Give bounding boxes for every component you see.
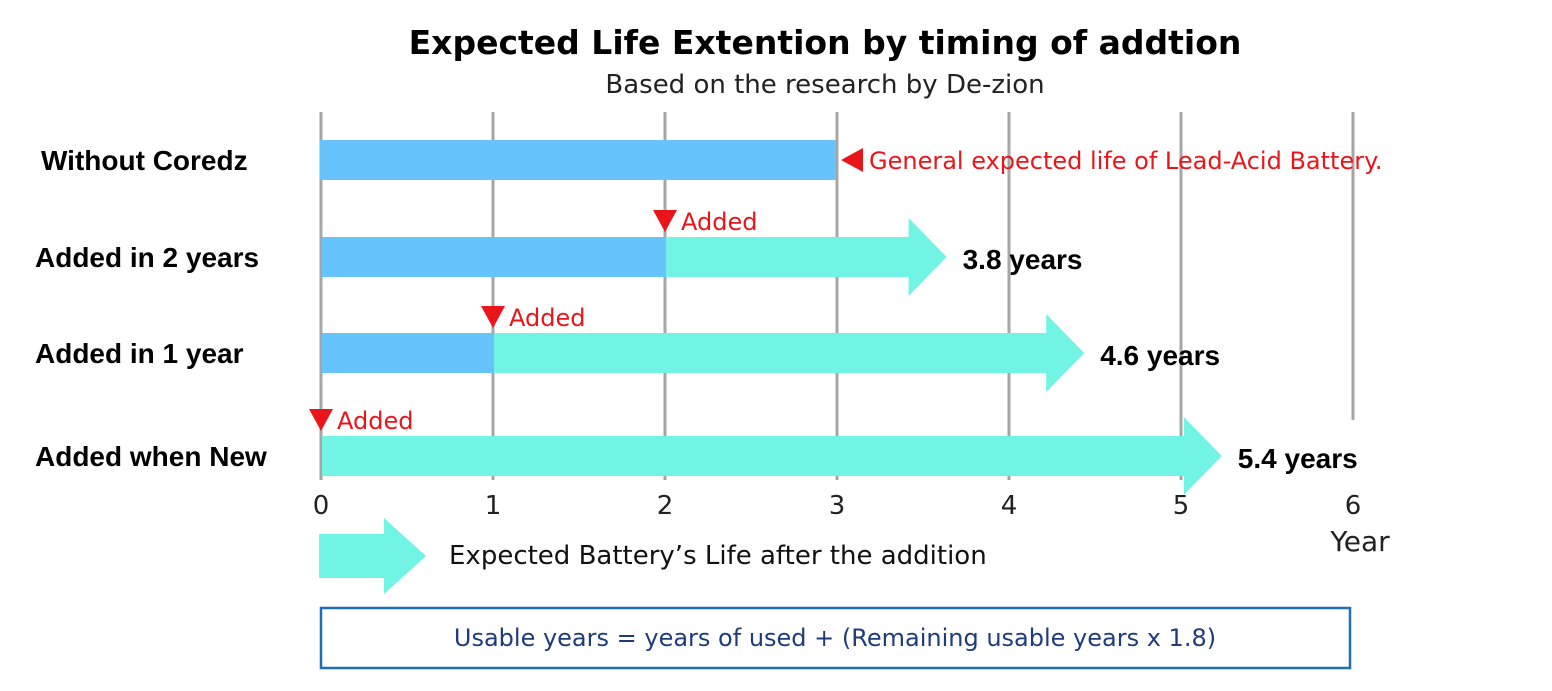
- added-label-1: Added: [681, 208, 757, 236]
- x-tick-label-0: 0: [313, 491, 330, 521]
- added-label-2: Added: [509, 304, 585, 332]
- x-tick-label-4: 4: [1001, 491, 1018, 521]
- end-label-2: 4.6 years: [1100, 340, 1220, 371]
- bar-extension-3: [322, 417, 1222, 495]
- formula-box: Usable years = years of used + (Remainin…: [319, 606, 1352, 670]
- added-marker-2: [481, 306, 505, 328]
- x-tick-label-3: 3: [829, 491, 846, 521]
- x-tick-label-2: 2: [657, 491, 674, 521]
- x-axis-ticks: 0 1 2 3 4 5 6: [313, 491, 1362, 521]
- bar-base-2: [322, 333, 494, 373]
- x-tick-label-6: 6: [1345, 491, 1362, 521]
- added-marker-3: [309, 409, 333, 431]
- formula-box-border: [319, 606, 1352, 670]
- legend: Expected Battery’s Life after the additi…: [319, 518, 987, 594]
- x-tick-label-1: 1: [485, 491, 502, 521]
- x-axis-label: Year: [1329, 525, 1390, 558]
- note-text-0: General expected life of Lead-Acid Batte…: [869, 147, 1382, 175]
- bar-extension-2: [494, 314, 1085, 392]
- end-label-1: 3.8 years: [963, 244, 1083, 275]
- row-label-3: Added when New: [35, 441, 267, 472]
- row-label-0: Without Coredz: [41, 145, 248, 176]
- chart-title: Expected Life Extention by timing of add…: [409, 23, 1242, 62]
- bars: Without Coredz General expected life of L…: [35, 140, 1382, 495]
- chart-subtitle: Based on the research by De-zion: [605, 70, 1044, 100]
- legend-label: Expected Battery’s Life after the additi…: [449, 541, 987, 571]
- bar-base-0: [320, 140, 836, 180]
- end-label-3: 5.4 years: [1238, 443, 1358, 474]
- formula-text: Usable years = years of used + (Remainin…: [454, 624, 1216, 652]
- note-pointer-0: [841, 148, 863, 172]
- bar-extension-1: [666, 218, 947, 296]
- added-label-3: Added: [337, 407, 413, 435]
- legend-arrow-swatch: [319, 518, 426, 594]
- bar-base-1: [322, 237, 666, 277]
- x-tick-label-5: 5: [1173, 491, 1190, 521]
- added-marker-1: [653, 210, 677, 232]
- row-label-2: Added in 1 year: [35, 338, 244, 369]
- row-label-1: Added in 2 years: [35, 242, 259, 273]
